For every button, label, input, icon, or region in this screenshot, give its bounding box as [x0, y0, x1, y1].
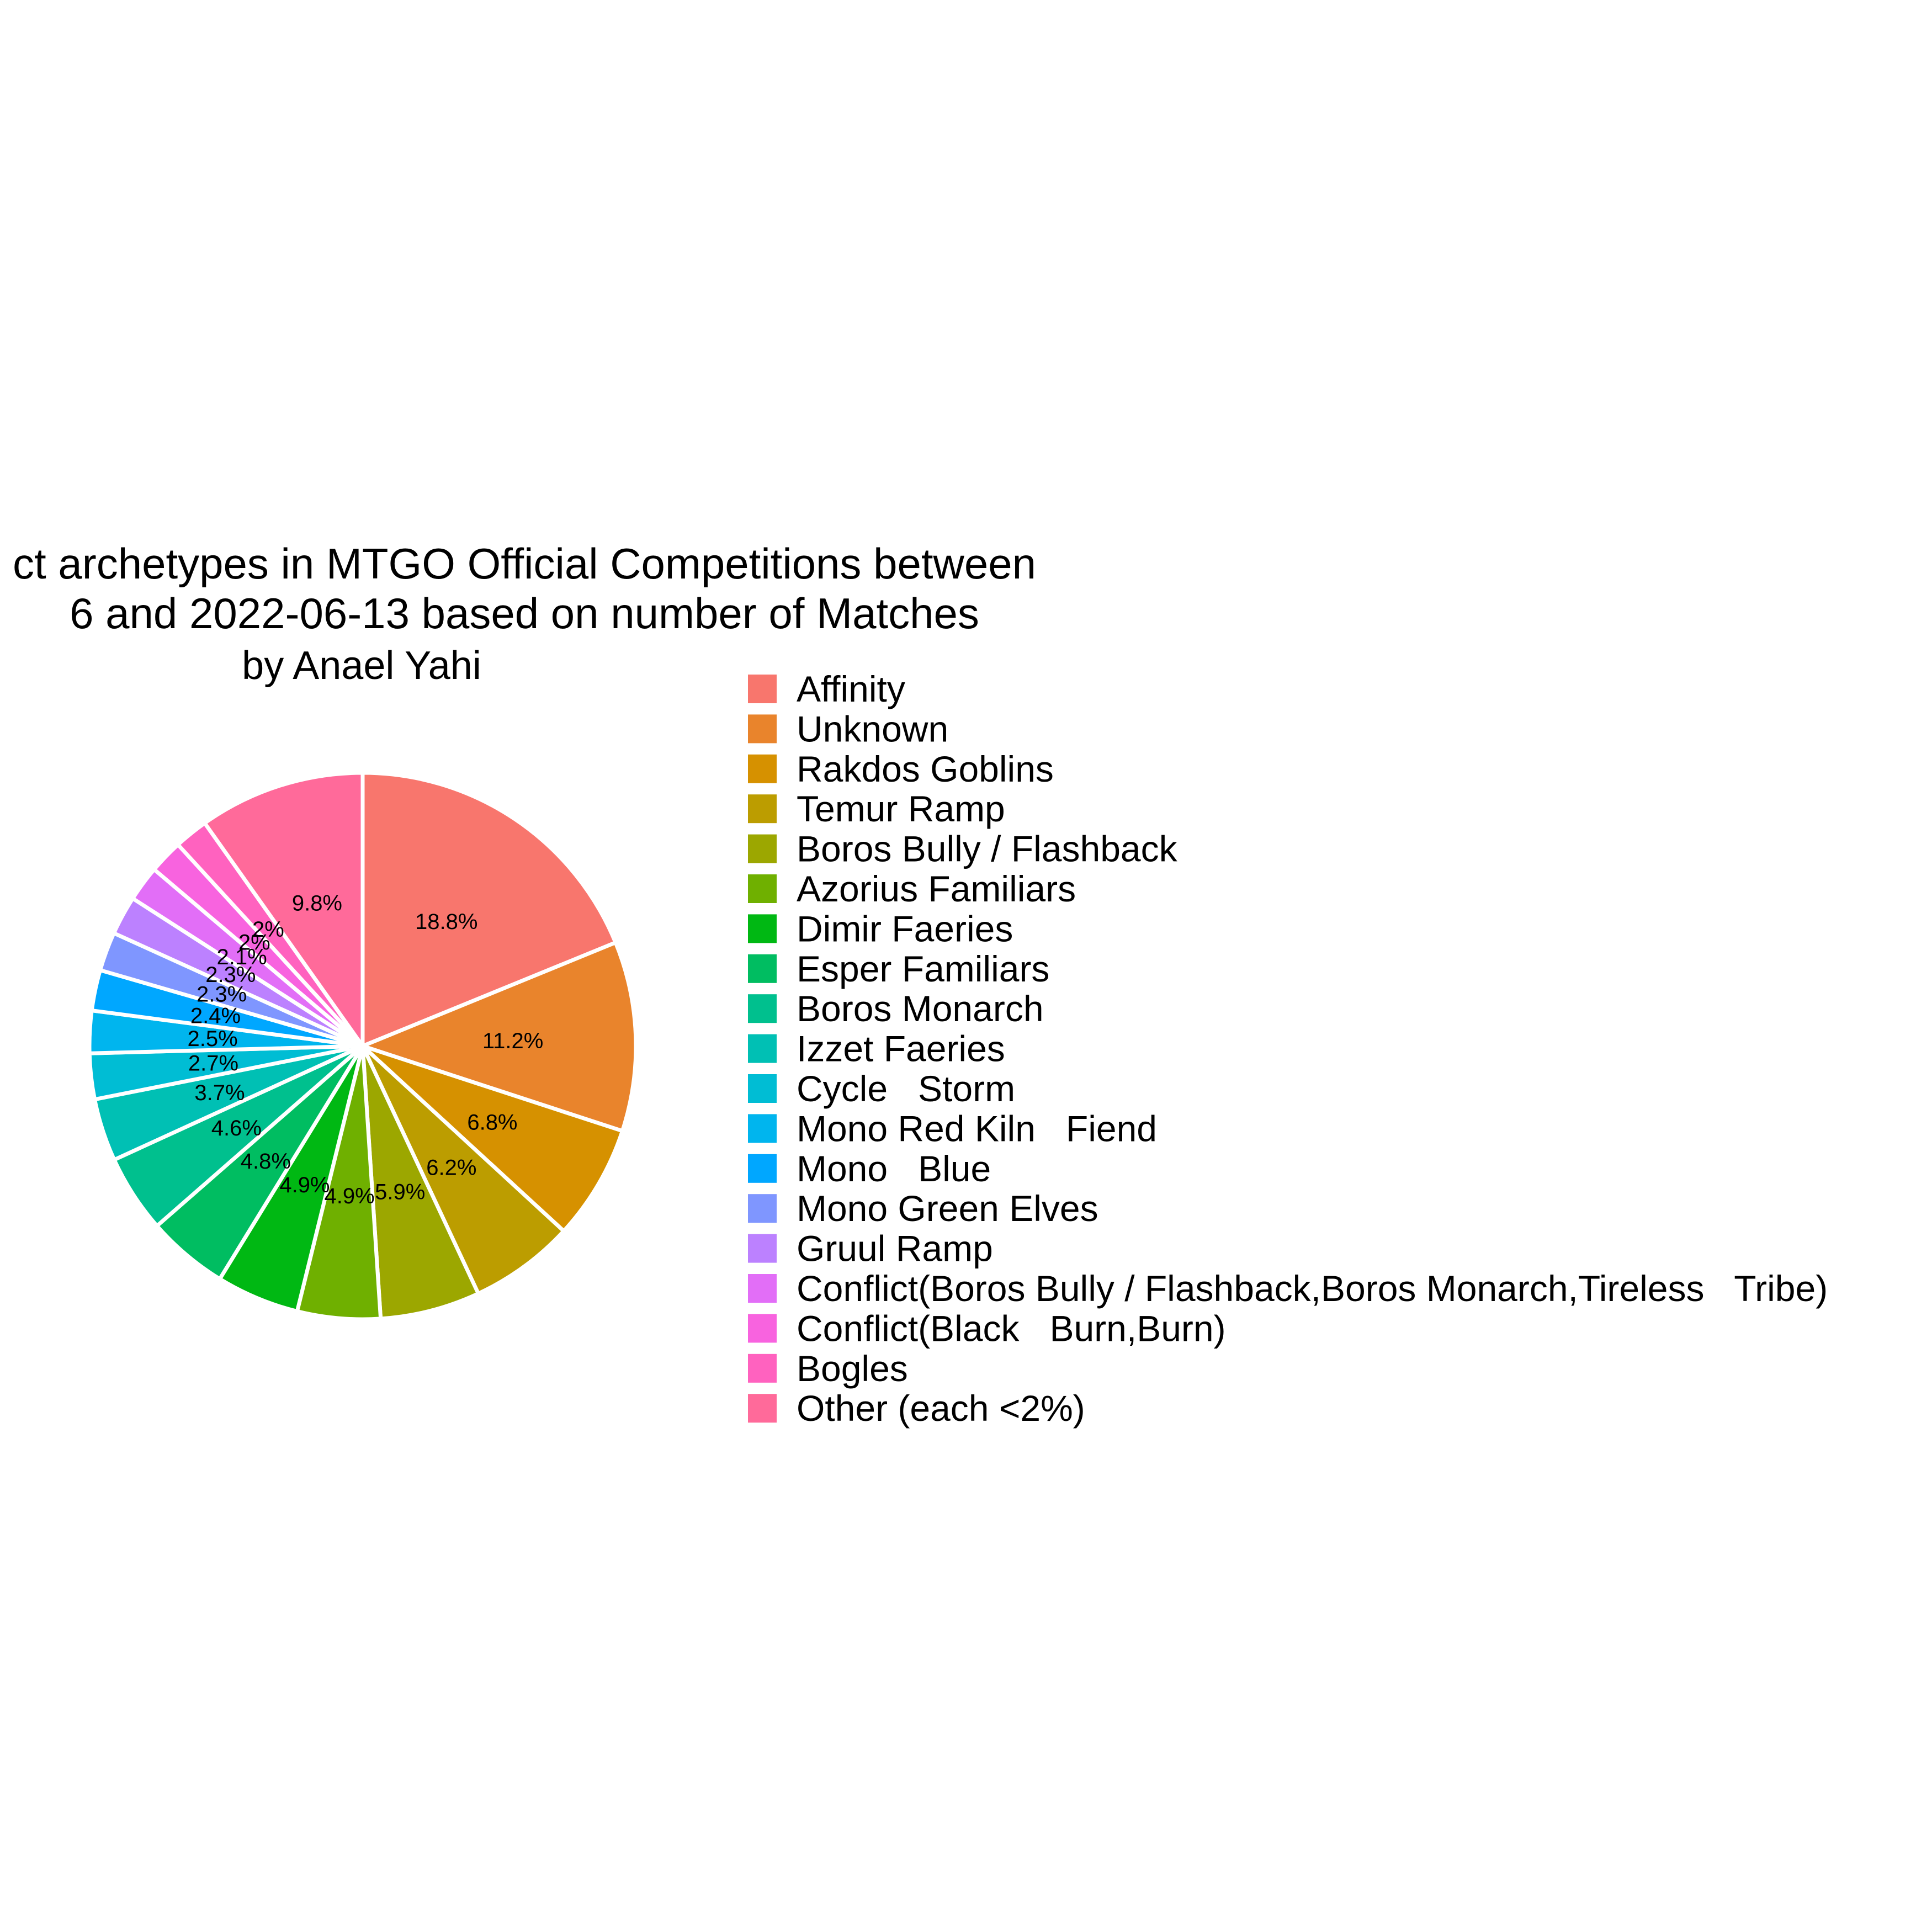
- legend-swatch-15: [748, 1274, 777, 1303]
- legend-label-14: Gruul Ramp: [797, 1228, 993, 1269]
- pie-slice-label-7: 4.8%: [241, 1149, 291, 1174]
- legend-label-9: Izzet Faeries: [797, 1028, 1005, 1069]
- legend-label-16: Conflict(Black Burn,Burn): [797, 1308, 1226, 1349]
- legend-label-13: Mono Green Elves: [797, 1188, 1098, 1229]
- pie-slice-label-14: 2.3%: [205, 963, 256, 987]
- legend-label-15: Conflict(Boros Bully / Flashback,Boros M…: [797, 1268, 1828, 1309]
- pie-slice-18: [201, 771, 365, 1052]
- legend-swatch-12: [748, 1154, 777, 1183]
- legend-swatch-16: [748, 1314, 777, 1343]
- chart-title-line-2: 6 and 2022-06-13 based on number of Matc…: [70, 589, 979, 638]
- pie-slice-label-16: 2%: [238, 930, 270, 954]
- legend-label-1: Unknown: [797, 708, 948, 749]
- legend-swatch-6: [748, 914, 777, 943]
- legend-swatch-2: [748, 754, 777, 783]
- pie-slice-label-12: 2.4%: [190, 1004, 241, 1028]
- legend-swatch-5: [748, 874, 777, 903]
- chart-title-line-1: ct archetypes in MTGO Official Competiti…: [13, 539, 1036, 588]
- pie-slice-label-8: 4.6%: [211, 1116, 262, 1140]
- legend-swatch-1: [748, 714, 777, 744]
- legend-label-10: Cycle Storm: [797, 1068, 1015, 1109]
- pie-slice-label-4: 5.9%: [375, 1180, 425, 1204]
- legend-label-12: Mono Blue: [797, 1148, 991, 1189]
- legend-label-11: Mono Red Kiln Fiend: [797, 1108, 1157, 1149]
- pie-slice-labels: 18.8%11.2%6.8%6.2%5.9%4.9%4.9%4.8%4.6%3.…: [188, 891, 544, 1209]
- legend-label-0: Affinity: [797, 668, 905, 709]
- pie-slice-2: [361, 1044, 625, 1234]
- legend-swatch-10: [748, 1074, 777, 1103]
- legend-swatch-4: [748, 834, 777, 863]
- legend-label-6: Dimir Faeries: [797, 908, 1013, 949]
- legend-label-7: Esper Familiars: [797, 948, 1049, 989]
- pie-slice-0: [360, 771, 618, 1049]
- chart-title: ct archetypes in MTGO Official Competiti…: [13, 539, 1036, 638]
- pie-slice-label-0: 18.8%: [415, 910, 477, 934]
- legend-swatch-14: [748, 1234, 777, 1263]
- legend-label-17: Bogles: [797, 1348, 908, 1389]
- legend-label-8: Boros Monarch: [797, 988, 1044, 1029]
- pie-slice-label-1: 11.2%: [482, 1029, 543, 1053]
- chart-subtitle: by Anael Yahi: [242, 644, 481, 688]
- legend-label-2: Rakdos Goblins: [797, 749, 1054, 789]
- legend-label-5: Azorius Familiars: [797, 868, 1076, 909]
- pie-slice-label-15: 2.1%: [217, 945, 267, 969]
- legend-swatch-9: [748, 1034, 777, 1063]
- pie-slice-label-18: 9.8%: [292, 891, 342, 916]
- legend-swatch-18: [748, 1394, 777, 1423]
- legend-label-18: Other (each <2%): [797, 1388, 1085, 1429]
- pie-slice-label-13: 2.3%: [197, 983, 247, 1007]
- pie-slice-label-5: 4.9%: [324, 1184, 374, 1208]
- legend-swatch-11: [748, 1114, 777, 1143]
- pie-slices: [87, 771, 638, 1321]
- pie-slice-label-11: 2.5%: [188, 1027, 238, 1051]
- legend-label-4: Boros Bully / Flashback: [797, 829, 1178, 869]
- pie-slice-label-6: 4.9%: [279, 1173, 330, 1197]
- legend-swatch-7: [748, 954, 777, 983]
- legend-swatch-17: [748, 1354, 777, 1383]
- legend-swatch-0: [748, 675, 777, 703]
- pie-slice-label-10: 2.7%: [188, 1051, 238, 1075]
- pie-slice-label-17: 2%: [252, 917, 284, 942]
- pie-slice-label-3: 6.2%: [426, 1156, 476, 1180]
- pie-slice-label-9: 3.7%: [194, 1081, 245, 1105]
- legend-swatch-3: [748, 794, 777, 824]
- pie-slice-label-2: 6.8%: [467, 1111, 517, 1135]
- pie-slice-3: [360, 1044, 567, 1297]
- legend-swatch-8: [748, 994, 777, 1023]
- pie-slice-1: [357, 940, 638, 1134]
- legend-swatch-13: [748, 1194, 777, 1223]
- pie-slice-4: [360, 1045, 481, 1321]
- legend-label-3: Temur Ramp: [797, 788, 1005, 829]
